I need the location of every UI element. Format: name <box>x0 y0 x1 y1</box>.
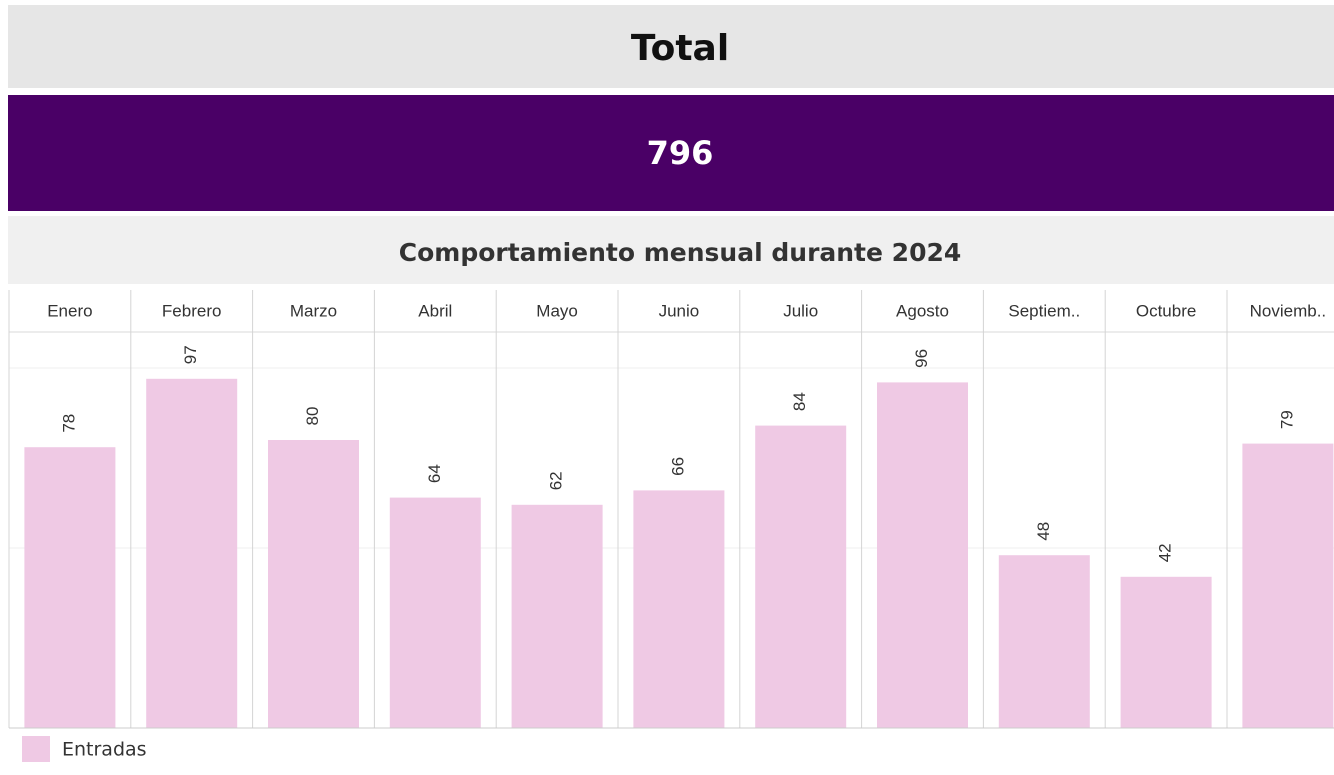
column-header: Enero <box>47 301 92 320</box>
column-header: Agosto <box>896 301 949 320</box>
column-header: Abril <box>418 301 452 320</box>
bar <box>1242 443 1334 728</box>
bar <box>146 378 238 728</box>
kpi-value-band <box>8 95 1334 211</box>
column-header: Marzo <box>290 301 337 320</box>
bar <box>24 447 116 728</box>
kpi-title: Total <box>631 28 729 69</box>
data-label: 42 <box>1156 543 1175 562</box>
legend-label: Entradas <box>62 739 147 761</box>
data-label: 64 <box>425 464 444 483</box>
kpi-value: 796 <box>647 134 714 172</box>
column-header: Septiem.. <box>1008 301 1080 320</box>
column-header: Octubre <box>1136 301 1196 320</box>
bar <box>755 425 847 728</box>
data-label: 79 <box>1277 410 1296 429</box>
bar <box>1120 576 1212 728</box>
bar <box>633 490 725 728</box>
legend-swatch <box>22 736 50 762</box>
kpi-title-band <box>8 5 1334 88</box>
data-label: 97 <box>181 345 200 364</box>
data-label: 78 <box>59 414 78 433</box>
chart-title: Comportamiento mensual durante 2024 <box>399 238 962 267</box>
data-label: 62 <box>547 471 566 490</box>
bar <box>877 382 968 728</box>
column-header: Mayo <box>536 301 578 320</box>
column-header: Julio <box>783 301 818 320</box>
data-label: 96 <box>912 349 931 368</box>
column-header: Febrero <box>162 301 222 320</box>
column-header: Noviemb.. <box>1250 301 1327 320</box>
data-label: 66 <box>668 457 687 476</box>
data-label: 48 <box>1034 522 1053 541</box>
data-label: 80 <box>303 407 322 426</box>
bar <box>389 497 481 728</box>
bar <box>268 440 359 728</box>
chart-title-band <box>8 216 1334 284</box>
bar <box>511 504 603 728</box>
column-header: Junio <box>659 301 700 320</box>
bar <box>998 555 1090 728</box>
data-label: 84 <box>790 392 809 411</box>
